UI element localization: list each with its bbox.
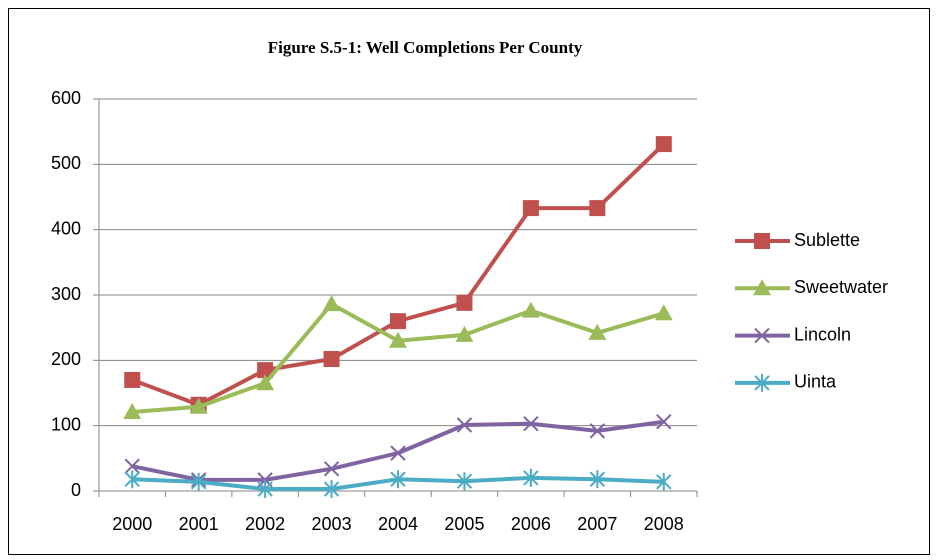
data-point: [523, 415, 539, 432]
x-tick-label: 2006: [511, 514, 551, 534]
data-point: [456, 472, 473, 491]
data-point: [389, 331, 407, 348]
data-point: [257, 362, 274, 379]
data-point: [189, 397, 208, 414]
data-point: [124, 470, 140, 489]
data-point: [256, 374, 275, 391]
data-point: [521, 301, 540, 318]
data-point: [190, 472, 207, 491]
y-tick-label: 0: [71, 480, 81, 500]
data-point: [456, 417, 473, 433]
legend-marker: [754, 233, 770, 249]
chart-title: Figure S.5-1: Well Completions Per Count…: [268, 38, 583, 57]
legend-marker: [753, 279, 771, 296]
data-point: [322, 295, 341, 312]
data-point: [390, 445, 406, 461]
data-point: [323, 351, 340, 368]
data-point: [656, 414, 672, 430]
data-point: [522, 200, 539, 217]
data-point: [588, 323, 607, 340]
data-point: [390, 313, 406, 330]
y-tick-label: 400: [51, 218, 81, 238]
y-tick-label: 100: [51, 414, 81, 434]
data-point: [523, 468, 539, 487]
data-point: [123, 402, 142, 419]
data-point: [654, 304, 673, 321]
y-tick-label: 200: [51, 349, 81, 369]
legend-label: Sublette: [794, 230, 860, 250]
chart-border: [8, 8, 930, 555]
legend-label: Uinta: [794, 372, 837, 392]
data-point: [589, 423, 606, 439]
y-tick-label: 300: [51, 284, 81, 304]
data-point: [655, 136, 672, 153]
x-tick-label: 2008: [644, 514, 684, 534]
x-tick-label: 2007: [577, 514, 617, 534]
y-tick-label: 600: [51, 88, 81, 108]
x-tick-label: 2003: [312, 514, 352, 534]
legend-label: Sweetwater: [794, 277, 888, 297]
data-point: [257, 480, 273, 499]
data-point: [589, 200, 606, 217]
x-tick-label: 2000: [112, 514, 152, 534]
x-tick-label: 2005: [444, 514, 484, 534]
data-point: [455, 325, 474, 342]
x-tick-label: 2004: [378, 514, 418, 534]
data-point: [656, 472, 672, 491]
data-point: [456, 294, 473, 311]
x-tick-label: 2001: [179, 514, 219, 534]
data-point: [589, 470, 606, 489]
legend-marker: [754, 327, 770, 344]
data-point: [323, 461, 340, 477]
legend-marker: [754, 373, 770, 392]
data-point: [390, 470, 406, 489]
legend-label: Lincoln: [794, 324, 851, 344]
data-point: [124, 371, 141, 388]
data-point: [124, 458, 140, 474]
data-point: [323, 480, 340, 499]
x-tick-label: 2002: [245, 514, 285, 534]
y-tick-label: 500: [51, 153, 81, 173]
